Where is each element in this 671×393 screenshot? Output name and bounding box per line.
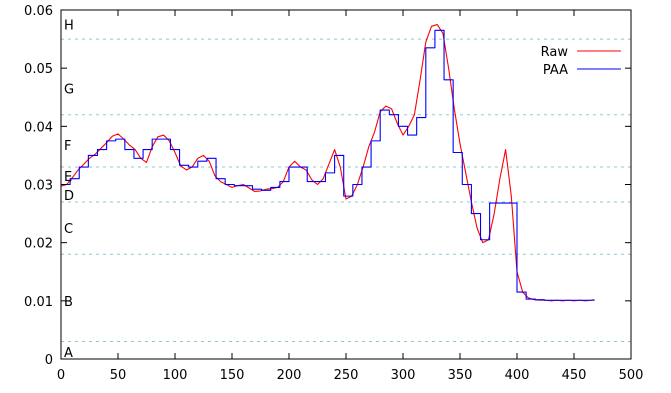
y-tick-label: 0.05 <box>24 62 53 77</box>
y-tick-label: 0 <box>45 353 53 368</box>
symbol-label: G <box>64 83 74 98</box>
y-tick-label: 0.02 <box>24 237 53 252</box>
symbol-breakpoint-lines <box>61 38 631 343</box>
x-tick-label: 200 <box>277 368 302 383</box>
x-tick-label: 250 <box>334 368 359 383</box>
symbol-label: F <box>64 139 71 154</box>
legend-label-raw: Raw <box>541 45 569 60</box>
legend: Raw PAA <box>541 45 621 78</box>
x-tick-label: 500 <box>619 368 644 383</box>
series-layer <box>60 23 595 302</box>
x-tick-label: 150 <box>220 368 245 383</box>
symbol-label: C <box>64 222 73 237</box>
x-tick-label: 300 <box>391 368 416 383</box>
symbol-labels: A B C DE F G H <box>64 19 74 361</box>
symbol-label: E <box>64 170 72 185</box>
y-axis: 0 0.01 0.02 0.03 0.04 0.05 0.06 <box>24 4 631 368</box>
y-tick-label: 0.03 <box>24 179 53 194</box>
x-tick-label: 400 <box>505 368 530 383</box>
x-tick-label: 0 <box>57 368 65 383</box>
x-tick-label: 100 <box>163 368 188 383</box>
symbol-label: B <box>64 295 73 310</box>
symbol-label: D <box>64 189 74 204</box>
series-line-raw <box>60 23 595 302</box>
series-line-paa <box>61 29 595 301</box>
x-tick-label: 50 <box>110 368 127 383</box>
y-tick-label: 0.06 <box>24 4 53 19</box>
x-axis: 0 50 100 150 200 250 300 350 400 450 500 <box>57 10 644 383</box>
symbol-label: H <box>64 19 74 34</box>
x-tick-label: 350 <box>448 368 473 383</box>
x-tick-label: 450 <box>562 368 587 383</box>
y-tick-label: 0.04 <box>24 120 53 135</box>
legend-label-paa: PAA <box>543 63 568 78</box>
symbol-label: A <box>64 346 73 361</box>
y-tick-label: 0.01 <box>24 295 53 310</box>
